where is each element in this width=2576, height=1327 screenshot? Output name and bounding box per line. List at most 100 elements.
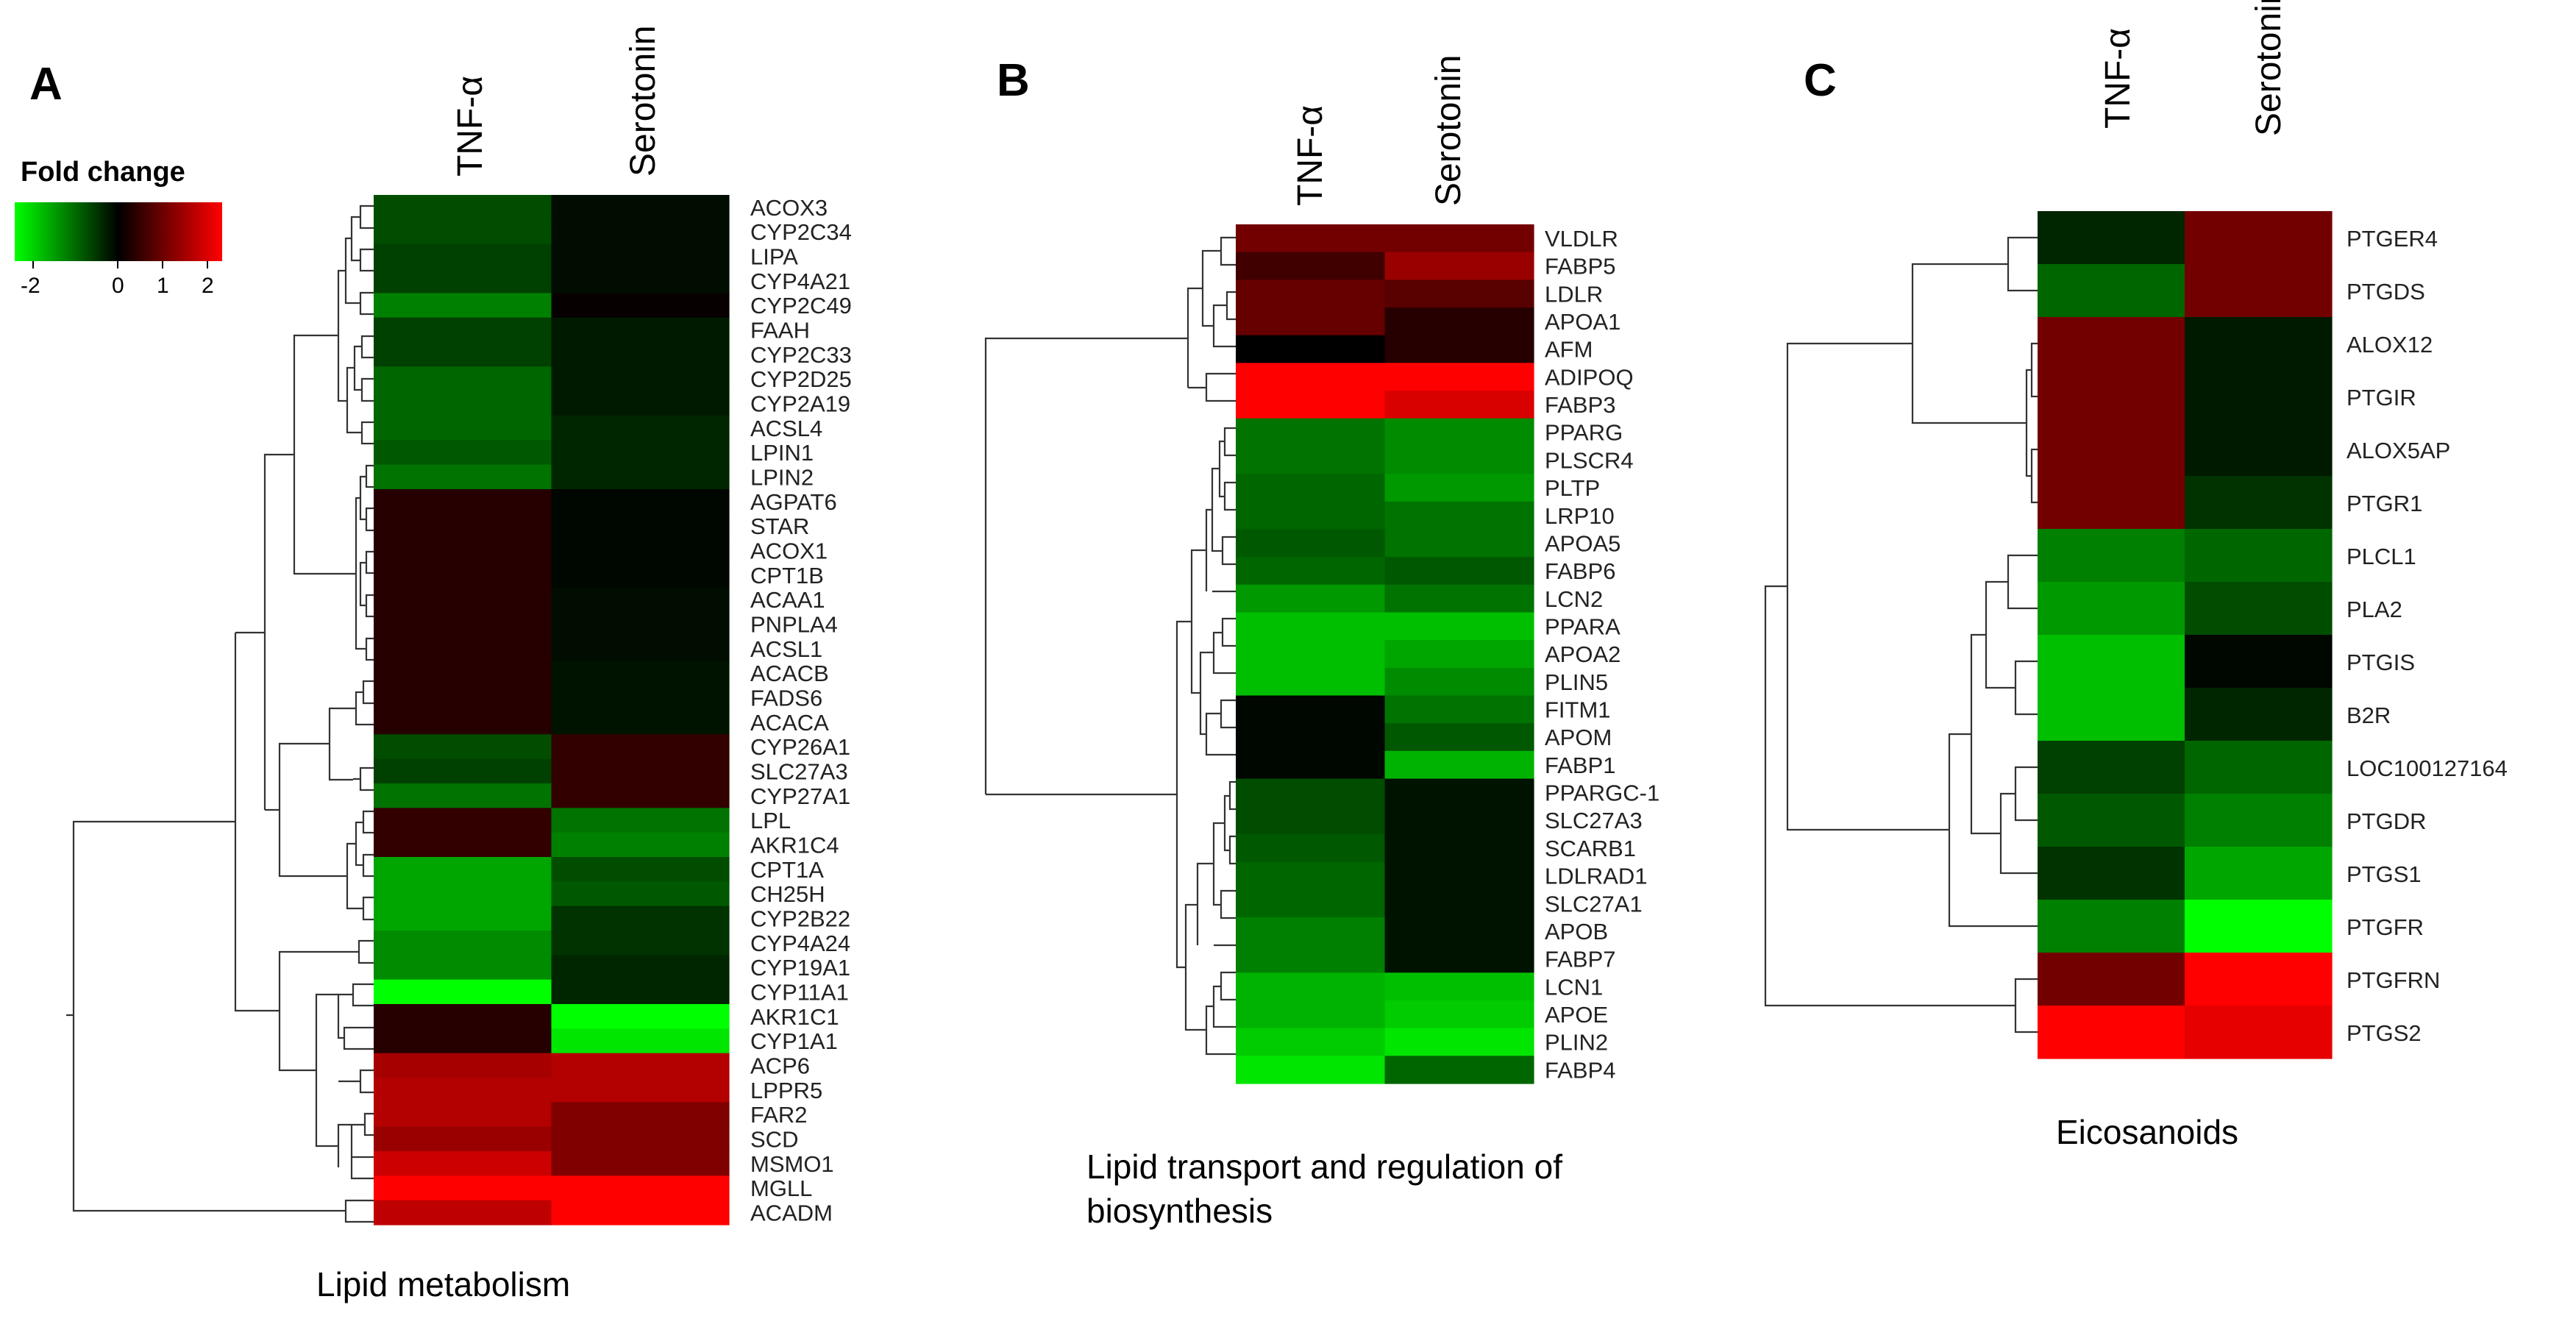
row-label: PTGIS [2346,650,2415,675]
heatmap-cell [374,538,552,563]
row-label: APOM [1545,725,1612,750]
row-label: LOC100127164 [2346,755,2508,781]
heatmap-cell [2185,476,2333,530]
heatmap-cell [1236,778,1386,807]
row-label: AFM [1545,337,1593,363]
panel-c-col-label-tnf: TNF-α [2099,28,2138,129]
heatmap-cell [374,783,552,808]
row-label: APOA2 [1545,641,1620,667]
heatmap-cell [551,857,730,882]
heatmap-cell [2038,794,2185,847]
row-label: B2R [2346,702,2391,728]
heatmap-cell [1236,557,1386,586]
panel-a-letter: A [29,59,63,110]
heatmap-cell [1236,640,1386,669]
panel-b-dendrogram [984,236,1236,1056]
heatmap-cell [374,955,552,981]
heatmap-cell [551,1004,730,1029]
row-label: CH25H [750,881,825,907]
heatmap-cell [551,636,730,661]
heatmap-cell [2185,317,2333,371]
heatmap-cell [551,1028,730,1054]
row-label: LIPA [750,243,798,269]
heatmap-cell [2038,211,2185,265]
row-label: ALOX5AP [2346,438,2450,463]
row-label: PTGFRN [2346,967,2440,993]
row-label: PTGDR [2346,808,2427,834]
row-label: PPARGC-1 [1545,780,1659,806]
heatmap-cell [1236,501,1386,530]
legend-tick-label: -2 [21,274,40,298]
heatmap-cell [2185,953,2333,1006]
heatmap-cell [551,1200,730,1225]
heatmap-cell [551,1078,730,1103]
heatmap-cell [374,931,552,956]
heatmap-cell [2038,741,2185,794]
heatmap-cell [1236,474,1386,502]
row-label: FITM1 [1545,697,1611,723]
panel-c-dendrogram [1764,236,2038,1034]
heatmap-cell [551,931,730,956]
row-label: CYP1A1 [750,1028,838,1054]
legend-ticks [32,261,208,268]
row-label: CYP2A19 [750,391,850,416]
heatmap-cell [1384,391,1534,419]
row-label: PPARG [1545,420,1623,446]
heatmap-cell [374,293,552,319]
row-label: LRP10 [1545,503,1615,529]
heatmap-cell [551,611,730,637]
row-label: FABP4 [1545,1057,1616,1083]
row-label: ACACA [750,710,829,736]
heatmap-cell [551,979,730,1005]
heatmap-cell [1236,224,1386,253]
row-label: APOA5 [1545,530,1620,556]
row-label: APOB [1545,919,1608,944]
heatmap-cell [1384,778,1534,807]
heatmap-cell [374,857,552,882]
heatmap-cell [1384,1028,1534,1056]
heatmap-cell [2038,317,2185,371]
heatmap-cell [2038,953,2185,1006]
heatmap-cell [1236,861,1386,890]
heatmap-cell [551,293,730,319]
heatmap-cell [1384,640,1534,669]
row-label: AGPAT6 [750,489,837,515]
heatmap-cell [2185,741,2333,794]
heatmap-cell [551,955,730,981]
heatmap-cell [551,563,730,588]
heatmap-cell [1236,944,1386,973]
row-label: AKR1C1 [750,1004,839,1030]
heatmap-cell [1384,557,1534,586]
row-label: FABP7 [1545,947,1616,972]
heatmap-cell [2038,847,2185,900]
row-label: LDLR [1545,281,1603,307]
heatmap-cell [1384,833,1534,863]
row-label: FABP3 [1545,392,1616,418]
panel-a-row-labels: ACOX3CYP2C34LIPACYP4A21CYP2C49FAAHCYP2C3… [750,195,852,1226]
heatmap-cell [1236,1056,1386,1084]
heatmap-cell [1236,584,1386,613]
heatmap-cell [2185,529,2333,583]
row-label: FABP5 [1545,254,1616,280]
heatmap-cell [374,587,552,613]
heatmap-cell [551,243,730,269]
heatmap-cell [2185,423,2333,477]
panel-c-heatmap [2038,211,2333,1059]
row-label: CYP27A1 [750,783,850,809]
heatmap-cell [551,268,730,293]
heatmap-cell [551,1126,730,1152]
row-label: ACAA1 [750,587,825,613]
heatmap-cell [1236,917,1386,946]
heatmap-cell [551,416,730,441]
heatmap-cell [2038,635,2185,689]
heatmap-cell [551,219,730,245]
heatmap-cell [374,734,552,760]
heatmap-cell [1236,750,1386,780]
heatmap-cell [551,391,730,416]
row-label: CYP2C49 [750,293,852,319]
heatmap-cell [1384,1056,1534,1084]
heatmap-cell [374,243,552,269]
heatmap-cell [1384,667,1534,697]
heatmap-cell [1236,280,1386,308]
heatmap-cell [551,317,730,343]
